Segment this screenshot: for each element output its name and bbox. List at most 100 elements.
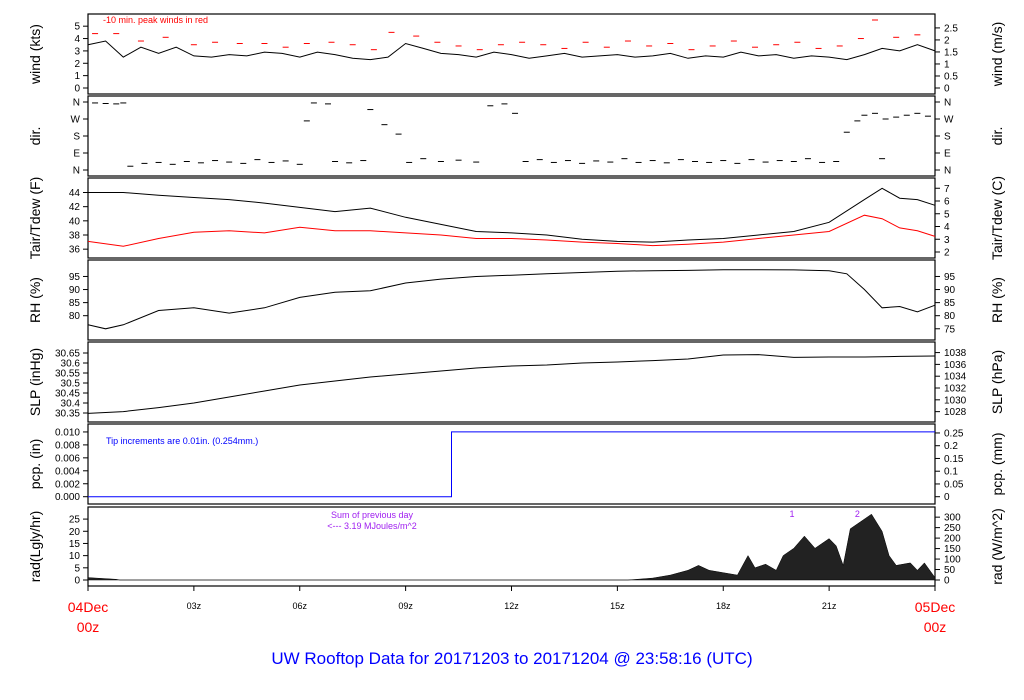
ytick-label-dir: S bbox=[73, 132, 80, 143]
ytick-label-rad: 15 bbox=[69, 539, 81, 550]
ytick-right-label-temp: 3 bbox=[944, 235, 950, 246]
ytick-right-label-rh: 85 bbox=[944, 298, 956, 309]
ytick-right-label-rh: 80 bbox=[944, 311, 956, 322]
ytick-label-dir: N bbox=[73, 166, 80, 177]
ytick-right-label-wind: 2 bbox=[944, 35, 950, 46]
ytick-right-label-wind: 0 bbox=[944, 84, 950, 95]
ytick-right-label-slp: 1036 bbox=[944, 360, 967, 371]
ytick-right-label-temp: 2 bbox=[944, 248, 950, 259]
ytick-label-pcp: 0.008 bbox=[55, 440, 80, 451]
rad-marker: 2 bbox=[855, 509, 860, 519]
ytick-right-label-wind: 2.5 bbox=[944, 23, 958, 34]
ytick-label-slp: 30.45 bbox=[55, 389, 80, 400]
annotation-rad-sum: <--- 3.19 MJoules/m^2 bbox=[327, 521, 417, 531]
ytick-label-rad: 0 bbox=[74, 576, 80, 587]
ytick-right-label-temp: 4 bbox=[944, 222, 950, 233]
line-pcp bbox=[88, 431, 935, 498]
panel-frame-rh bbox=[87, 259, 936, 341]
ytick-right-label-dir: S bbox=[944, 132, 951, 143]
ytick-right-label-pcp: 0.25 bbox=[944, 428, 964, 439]
ylabel-right-wind: wind (m/s) bbox=[989, 22, 1005, 88]
ytick-right-label-slp: 1028 bbox=[944, 407, 967, 418]
ylabel-rad: rad(Lgly/hr) bbox=[27, 511, 43, 583]
area-rad bbox=[87, 513, 936, 581]
annotation-pcp: Tip increments are 0.01in. (0.254mm.) bbox=[106, 436, 258, 446]
ytick-label-wind: 0 bbox=[74, 84, 80, 95]
line-wind bbox=[87, 40, 936, 61]
ytick-right-label-wind: 0.5 bbox=[944, 71, 958, 82]
ytick-label-slp: 30.5 bbox=[61, 379, 81, 390]
ytick-label-temp: 40 bbox=[69, 216, 81, 227]
chart-title: UW Rooftop Data for 20171203 to 20171204… bbox=[271, 649, 753, 668]
ytick-label-rh: 80 bbox=[69, 311, 81, 322]
line-Tair bbox=[88, 187, 936, 243]
ytick-right-label-pcp: 0.2 bbox=[944, 441, 958, 452]
ylabel-pcp: pcp. (in) bbox=[27, 439, 43, 490]
xtick-label: 12z bbox=[504, 601, 519, 611]
panel-frame-wind bbox=[87, 13, 936, 95]
ytick-right-label-temp: 5 bbox=[944, 209, 950, 220]
ytick-right-label-rad: 0 bbox=[944, 576, 950, 587]
xtick-date-label: 05Dec bbox=[915, 599, 955, 615]
ytick-right-label-rad: 250 bbox=[944, 523, 961, 534]
ylabel-dir: dir. bbox=[27, 127, 43, 146]
panel-frame-slp bbox=[87, 341, 936, 423]
ytick-label-slp: 30.6 bbox=[61, 359, 81, 370]
line-RH bbox=[87, 269, 936, 330]
ytick-right-label-wind: 1.5 bbox=[944, 47, 958, 58]
ytick-label-pcp: 0.004 bbox=[55, 466, 80, 477]
ytick-label-pcp: 0.000 bbox=[55, 492, 80, 503]
ytick-right-label-dir: N bbox=[944, 166, 951, 177]
ytick-right-label-pcp: 0.15 bbox=[944, 454, 964, 465]
ylabel-right-slp: SLP (hPa) bbox=[989, 350, 1005, 414]
ytick-right-label-slp: 1030 bbox=[944, 395, 967, 406]
ytick-label-temp: 36 bbox=[69, 245, 81, 256]
ytick-label-dir: E bbox=[73, 149, 80, 160]
ytick-label-slp: 30.35 bbox=[55, 409, 80, 420]
xtick-hour-label: 00z bbox=[924, 619, 947, 635]
ytick-label-wind: 3 bbox=[74, 46, 80, 57]
ytick-right-label-slp: 1032 bbox=[944, 384, 967, 395]
ytick-label-slp: 30.55 bbox=[55, 369, 80, 380]
ytick-label-slp: 30.65 bbox=[55, 349, 80, 360]
ytick-label-rad: 20 bbox=[69, 527, 81, 538]
ylabel-right-dir: dir. bbox=[989, 127, 1005, 146]
ytick-right-label-pcp: 0 bbox=[944, 492, 950, 503]
ytick-right-label-rad: 50 bbox=[944, 565, 956, 576]
ytick-label-rh: 85 bbox=[69, 298, 81, 309]
ytick-right-label-dir: W bbox=[944, 115, 954, 126]
ytick-label-rh: 95 bbox=[69, 272, 81, 283]
ylabel-right-rad: rad (W/m^2) bbox=[989, 508, 1005, 585]
annotation-rad: Sum of previous day bbox=[331, 510, 414, 520]
ytick-right-label-rad: 100 bbox=[944, 555, 961, 566]
ytick-label-dir: W bbox=[71, 115, 81, 126]
ytick-right-label-dir: E bbox=[944, 149, 951, 160]
ytick-right-label-slp: 1038 bbox=[944, 348, 967, 359]
xtick-label: 09z bbox=[398, 601, 413, 611]
ytick-label-rad: 10 bbox=[69, 551, 81, 562]
ylabel-slp: SLP (inHg) bbox=[27, 348, 43, 416]
ytick-label-wind: 1 bbox=[74, 71, 80, 82]
ytick-right-label-pcp: 0.1 bbox=[944, 467, 958, 478]
ytick-label-dir: N bbox=[73, 98, 80, 109]
ytick-right-label-temp: 6 bbox=[944, 197, 950, 208]
ytick-label-wind: 5 bbox=[74, 22, 80, 33]
ytick-right-label-rh: 75 bbox=[944, 324, 956, 335]
ytick-label-slp: 30.4 bbox=[61, 399, 81, 410]
rad-marker: 1 bbox=[790, 509, 795, 519]
line-Tdew bbox=[87, 214, 936, 247]
xtick-label: 06z bbox=[292, 601, 307, 611]
ytick-label-rad: 25 bbox=[69, 515, 81, 526]
ylabel-right-rh: RH (%) bbox=[989, 277, 1005, 323]
ytick-right-label-pcp: 0.05 bbox=[944, 479, 964, 490]
xtick-date-label: 04Dec bbox=[68, 599, 108, 615]
ytick-label-pcp: 0.002 bbox=[55, 479, 80, 490]
ytick-label-rh: 90 bbox=[69, 285, 81, 296]
xtick-label: 15z bbox=[610, 601, 625, 611]
ytick-right-label-temp: 7 bbox=[944, 184, 950, 195]
ytick-right-label-rad: 150 bbox=[944, 544, 961, 555]
xtick-hour-label: 00z bbox=[77, 619, 100, 635]
ytick-right-label-dir: N bbox=[944, 98, 951, 109]
ylabel-right-pcp: pcp. (mm) bbox=[989, 433, 1005, 496]
